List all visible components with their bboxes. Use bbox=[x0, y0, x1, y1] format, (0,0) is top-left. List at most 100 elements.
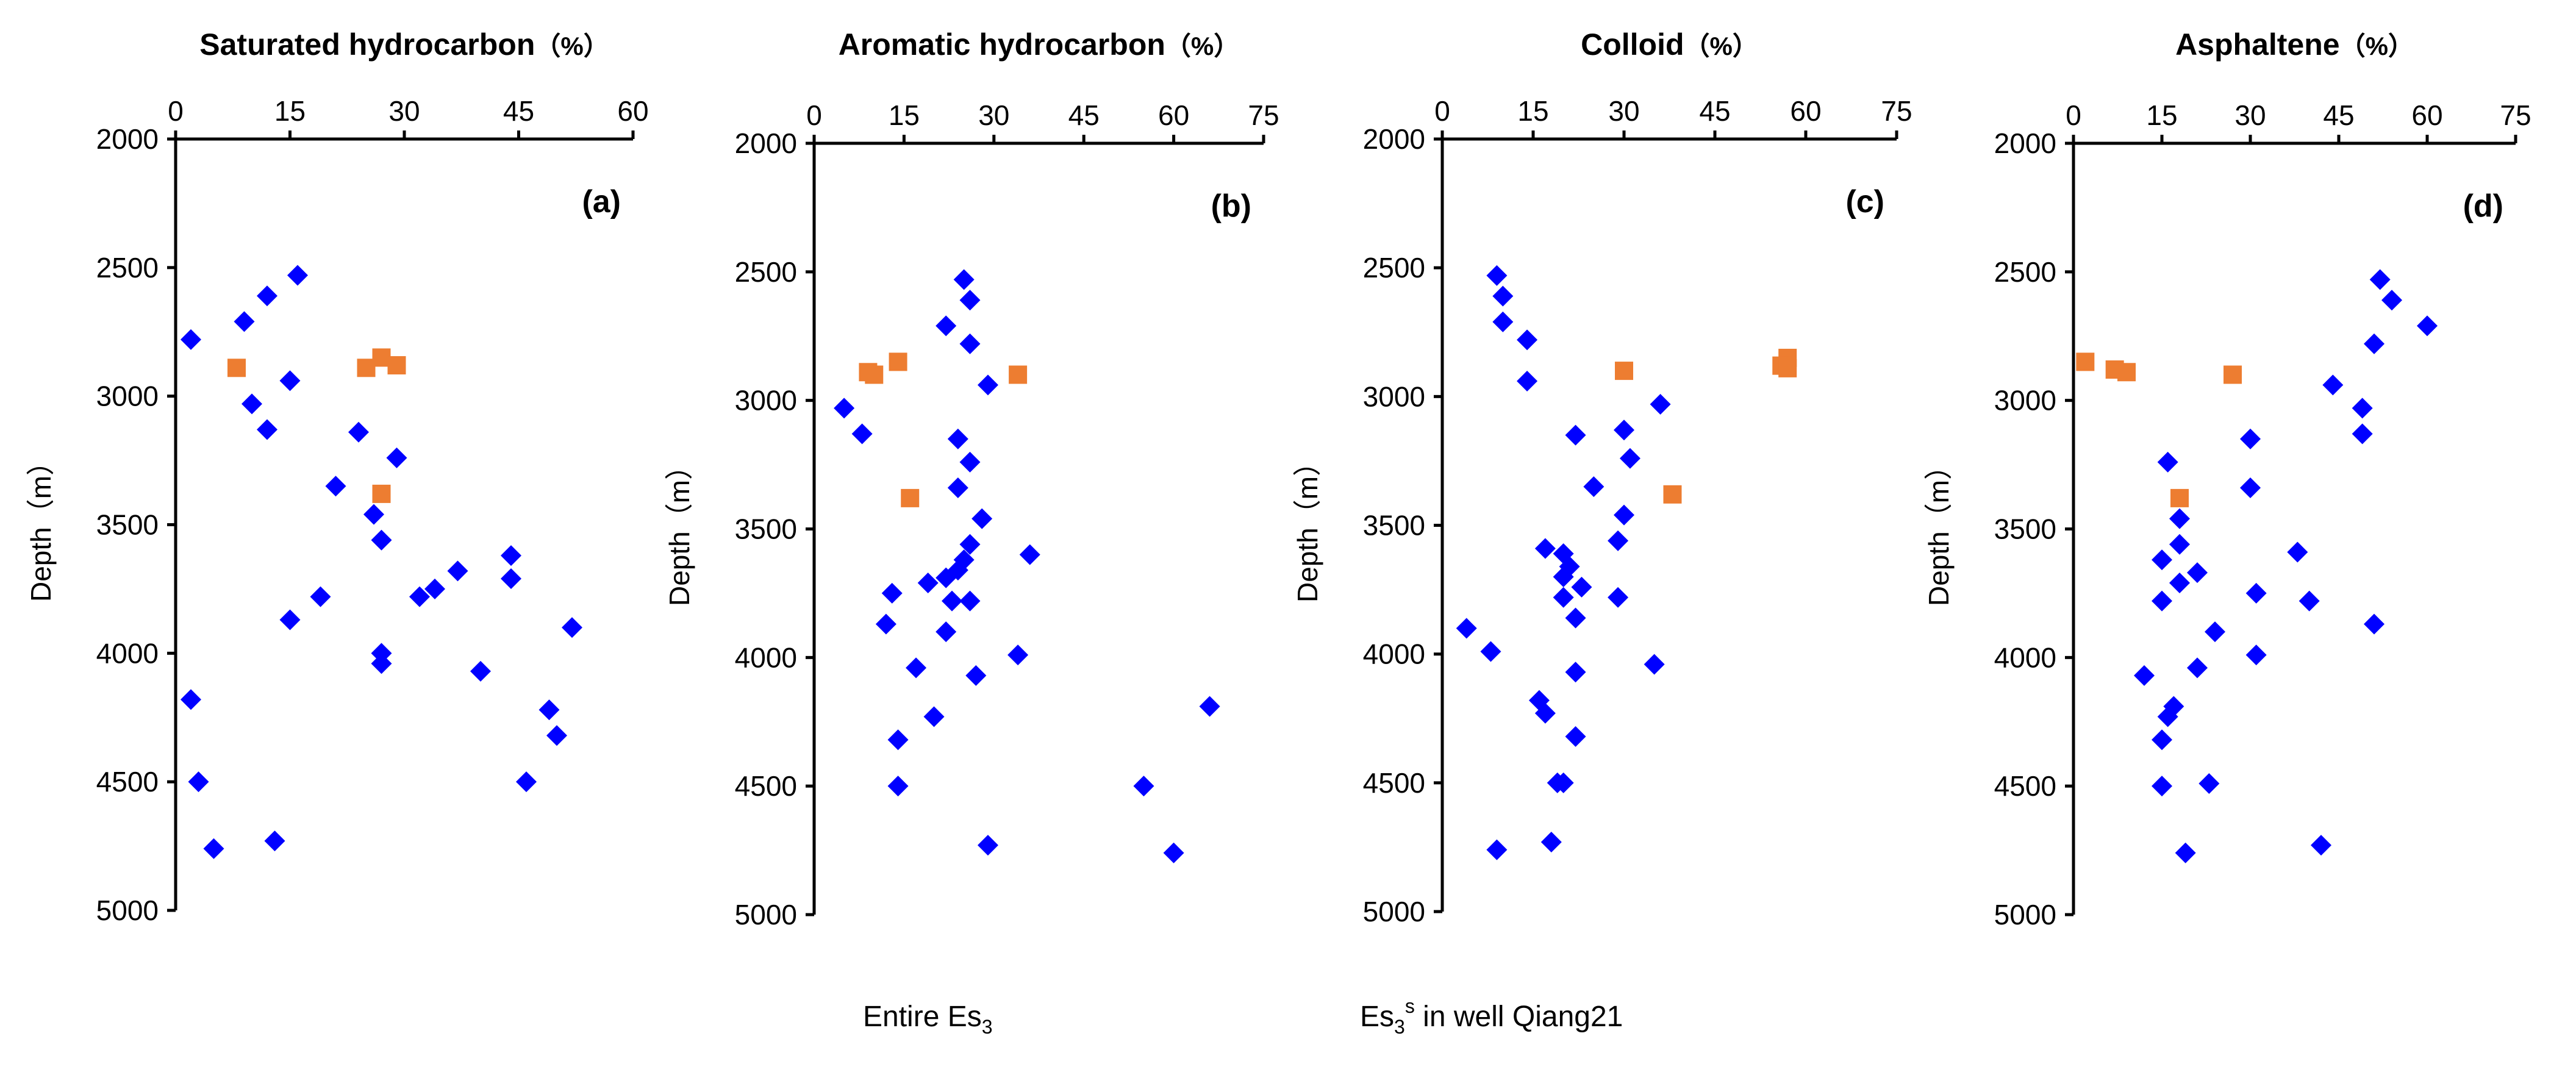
data-point-diamond bbox=[2199, 773, 2220, 794]
data-point-diamond bbox=[1007, 645, 1029, 666]
data-point-diamond bbox=[2152, 776, 2172, 797]
panel-title-unit: （%） bbox=[1165, 32, 1239, 60]
data-point-diamond bbox=[409, 586, 430, 607]
series-entire-es3 bbox=[1456, 265, 1671, 860]
data-point-diamond bbox=[942, 590, 963, 612]
y-axis-label: Depth（m） bbox=[664, 452, 695, 606]
data-point-diamond bbox=[2352, 423, 2373, 445]
data-point-diamond bbox=[1019, 544, 1040, 565]
data-point-diamond bbox=[953, 269, 975, 290]
data-point-diamond bbox=[371, 529, 392, 551]
data-point-diamond bbox=[2134, 665, 2155, 686]
y-tick-label: 3500 bbox=[735, 513, 797, 545]
series-es3s-qiang21 bbox=[2076, 352, 2242, 507]
y-tick-label: 4500 bbox=[96, 766, 159, 798]
panel-label: (a) bbox=[582, 184, 621, 220]
data-point-diamond bbox=[1553, 566, 1574, 587]
data-point-diamond bbox=[917, 573, 939, 594]
x-tick-label: 60 bbox=[2411, 99, 2442, 131]
panel-c: Colloid（%） 0 15 30 45 60 75 2000 2500 3000 3500 400… bbox=[1292, 27, 1912, 927]
data-point-diamond bbox=[1565, 662, 1586, 683]
data-point-diamond bbox=[2287, 541, 2308, 563]
x-tick-label: 30 bbox=[2234, 99, 2266, 131]
data-point-square bbox=[865, 365, 884, 384]
data-point-diamond bbox=[181, 329, 201, 350]
x-tick-label: 75 bbox=[1881, 95, 1912, 127]
data-point-diamond bbox=[1540, 831, 1562, 852]
data-point-diamond bbox=[2187, 562, 2208, 584]
y-axis-label: Depth（m） bbox=[1292, 448, 1323, 602]
data-point-square bbox=[372, 484, 391, 503]
data-point-diamond bbox=[242, 393, 262, 415]
legend-entry-es3s-qiang21: Es3s in well Qiang21 bbox=[1360, 995, 1623, 1038]
data-point-diamond bbox=[887, 776, 909, 797]
data-point-diamond bbox=[1614, 504, 1634, 526]
legend-label-subscript: 3 bbox=[1394, 1016, 1405, 1038]
data-point-diamond bbox=[959, 451, 981, 473]
data-point-diamond bbox=[371, 653, 392, 674]
y-tick-label: 3000 bbox=[96, 380, 159, 412]
data-point-diamond bbox=[501, 545, 521, 566]
data-point-square bbox=[2224, 365, 2242, 384]
data-point-diamond bbox=[1571, 576, 1592, 598]
y-tick-label: 4000 bbox=[1363, 638, 1425, 670]
panel-label: (d) bbox=[2463, 188, 2503, 224]
series-entire-es3 bbox=[2134, 269, 2438, 863]
data-point-diamond bbox=[2364, 613, 2385, 635]
data-point-diamond bbox=[257, 419, 277, 440]
data-point-diamond bbox=[2417, 315, 2438, 337]
data-point-diamond bbox=[1163, 842, 1184, 863]
data-point-diamond bbox=[1517, 329, 1538, 351]
data-point-square bbox=[889, 352, 907, 371]
panel-title-unit: （%） bbox=[1684, 32, 1758, 60]
y-tick-label: 3000 bbox=[1363, 380, 1425, 412]
y-tick-label: 3500 bbox=[1994, 513, 2056, 545]
data-point-diamond bbox=[1486, 265, 1508, 286]
data-point-diamond bbox=[2157, 451, 2178, 473]
data-point-diamond bbox=[2169, 534, 2190, 555]
panel-label: (c) bbox=[1845, 184, 1884, 220]
data-point-square bbox=[387, 356, 406, 375]
x-tick-label: 60 bbox=[617, 95, 648, 127]
y-tick-label: 4500 bbox=[735, 770, 797, 802]
data-point-diamond bbox=[1456, 618, 1477, 639]
data-point-diamond bbox=[562, 617, 582, 638]
data-point-diamond bbox=[325, 476, 346, 497]
y-tick-label: 5000 bbox=[96, 895, 159, 926]
data-point-diamond bbox=[203, 838, 224, 859]
y-tick-label: 2500 bbox=[1363, 252, 1425, 284]
panel-label: (b) bbox=[1211, 188, 1251, 224]
data-point-diamond bbox=[2245, 582, 2267, 604]
data-point-diamond bbox=[977, 835, 998, 856]
data-point-diamond bbox=[881, 582, 903, 604]
y-tick-label: 5000 bbox=[1363, 896, 1425, 927]
data-point-diamond bbox=[971, 508, 993, 529]
data-point-diamond bbox=[2245, 645, 2267, 666]
x-tick-label: 45 bbox=[1699, 95, 1730, 127]
panel-a: Saturated hydrocarbon（%） 0 15 30 45 60 2000 250… bbox=[25, 27, 649, 926]
panel-title: Asphaltene（%） bbox=[2175, 27, 2414, 62]
data-point-square bbox=[1009, 365, 1028, 384]
x-tick-label: 75 bbox=[2500, 99, 2531, 131]
data-point-diamond bbox=[470, 660, 491, 682]
data-point-diamond bbox=[936, 315, 957, 337]
x-tick-label: 60 bbox=[1158, 99, 1189, 131]
data-point-square bbox=[2076, 352, 2095, 371]
x-tick-label: 0 bbox=[806, 99, 822, 131]
data-point-diamond bbox=[1553, 772, 1574, 793]
data-point-diamond bbox=[348, 421, 369, 443]
data-point-diamond bbox=[887, 729, 909, 751]
data-point-diamond bbox=[1480, 641, 1501, 662]
y-tick-label: 4000 bbox=[1994, 641, 2056, 673]
data-point-diamond bbox=[1583, 476, 1605, 498]
data-point-diamond bbox=[1565, 726, 1586, 747]
data-point-diamond bbox=[1619, 448, 1640, 469]
data-point-square bbox=[1663, 485, 1682, 504]
data-point-diamond bbox=[936, 567, 957, 588]
panel-title-text: Saturated hydrocarbon bbox=[199, 27, 535, 62]
data-point-diamond bbox=[834, 398, 855, 419]
panel-title-text: Colloid bbox=[1581, 27, 1684, 62]
y-tick-label: 4500 bbox=[1363, 767, 1425, 799]
data-point-diamond bbox=[181, 689, 201, 710]
